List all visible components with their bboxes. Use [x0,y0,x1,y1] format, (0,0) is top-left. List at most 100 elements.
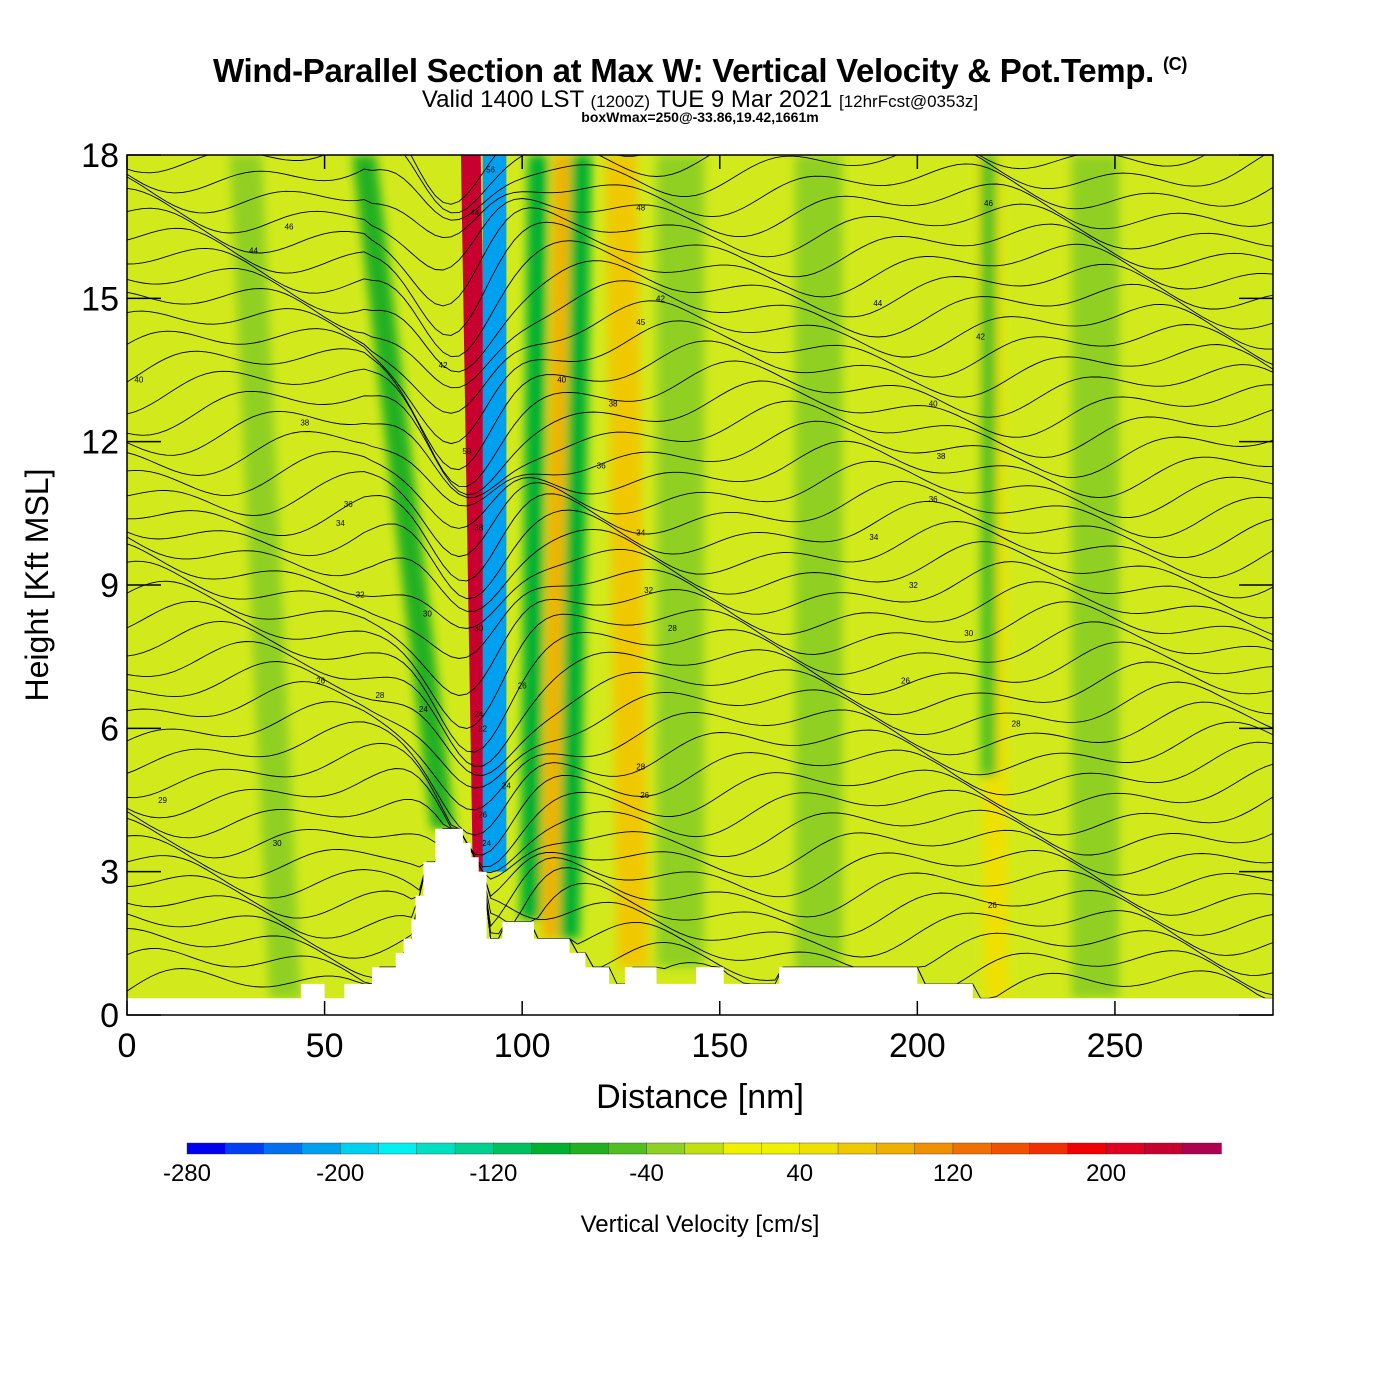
theta-contour-18 [127,600,1273,729]
x-tick-label-3: 150 [691,1027,748,1065]
theta-contour-2 [127,828,1273,978]
theta-contour-38 [127,203,1273,307]
theta-contour-22 [127,521,1273,612]
contour-label-35: 45 [636,318,645,327]
theta-contour-32 [127,320,1273,445]
colorbar-tick-label-4: 40 [786,1160,813,1187]
colorbar-swatch-12 [646,1142,686,1155]
y-tick-label-1: 3 [100,854,119,892]
colorbar-swatch-10 [569,1142,609,1155]
theta-contour-4 [127,828,1273,940]
velocity-band-9 [229,155,301,999]
contour-label-21: 26 [478,810,487,819]
contour-label-11: 46 [285,223,294,232]
theta-contour-8 [127,809,1273,880]
y-tick-label-3: 9 [100,567,119,605]
theta-contour-29 [127,380,1273,496]
theta-contour-20 [127,560,1273,659]
contour-label-25: 40 [557,376,566,385]
theta-contour-35 [127,260,1273,373]
contour-label-47: 26 [988,901,997,910]
contour-label-1: 30 [273,839,282,848]
theta-contour-5 [127,828,1273,940]
x-tick-label-1: 50 [306,1027,344,1065]
contour-label-8: 38 [300,419,309,428]
colorbar-swatch-11 [608,1142,648,1155]
colorbar-swatch-2 [263,1142,303,1155]
contour-label-41: 36 [929,495,938,504]
velocity-band-6 [605,155,649,968]
theta-contour-13 [127,701,1273,811]
theta-contour-14 [127,681,1273,789]
colorbar-swatch-5 [378,1142,418,1155]
theta-contour-30 [127,360,1273,487]
theta-contour-23 [127,500,1273,600]
x-tick-label-5: 250 [1087,1027,1144,1065]
copyright-mark: (C) [1162,54,1188,74]
velocity-band-4 [559,155,592,939]
colorbar-swatch-13 [684,1142,724,1155]
contour-label-28: 34 [636,528,645,537]
theta-contour-33 [127,300,1273,414]
plot-area: 29 30 26 28 24 32 34 36 38 40 44 46 42 30 50 44 56 38 30 24… [126,154,1274,1016]
theta-contour-11 [127,741,1273,856]
forecast-info: [12hrFcst@0353z] [838,92,979,111]
theta-contour-1 [127,828,1273,996]
contour-label-18: 30 [474,624,483,633]
contour-label-19: 24 [474,710,483,719]
colorbar-label: Vertical Velocity [cm/s] [581,1211,820,1238]
contour-label-31: 28 [636,763,645,772]
contour-label-45: 26 [901,677,910,686]
theta-contour-15 [127,661,1273,776]
theta-contour-26 [127,440,1273,529]
colorbar-swatch-7 [454,1142,495,1155]
colorbar-tick-label-3: -40 [629,1160,664,1187]
contour-label-33: 48 [636,204,645,213]
velocity-band-1 [482,155,507,872]
contour-label-9: 40 [134,376,143,385]
colorbar-swatch-1 [225,1142,265,1155]
contour-label-44: 30 [964,629,973,638]
colorbar-swatch-15 [761,1142,801,1155]
colorbar-swatch-8 [493,1142,533,1155]
theta-contour-28 [127,400,1273,498]
colorbar-tick-label-2: -120 [469,1160,517,1187]
contour-label-0: 29 [158,796,167,805]
theta-contour-42 [127,155,1206,214]
velocity-band-8 [980,155,997,777]
theta-contour-19 [127,580,1273,696]
colorbar-tick-label-5: 120 [933,1160,973,1187]
contour-label-17: 38 [474,524,483,533]
theta-contour-6 [127,828,1273,928]
velocity-band-12 [1071,155,1119,999]
colorbar-swatch-23 [1067,1142,1107,1155]
theta-contour-31 [127,340,1273,471]
contour-label-12: 42 [439,361,448,370]
colorbar-swatch-6 [416,1142,456,1155]
theta-contour-7 [127,828,1273,897]
chart-subtitle: Valid 1400 LST (1200Z) TUE 9 Mar 2021 [1… [0,86,1400,114]
contour-label-37: 46 [984,199,993,208]
theta-contour-27 [127,420,1273,507]
contour-label-24: 24 [502,782,511,791]
theta-contour-34 [127,280,1273,389]
theta-contour-0 [127,828,1273,999]
contour-label-16: 56 [486,165,495,174]
y-tick-label-2: 6 [100,710,119,748]
contour-label-5: 32 [356,591,365,600]
valid-date: TUE 9 Mar 2021 [656,86,833,113]
theta-contour-3 [127,828,1273,959]
theta-contour-9 [127,789,1273,874]
colorbar-swatch-19 [914,1142,954,1155]
contour-label-6: 34 [336,519,345,528]
contour-label-36: 44 [873,299,882,308]
y-axis-label: Height [Kft MSL] [19,469,55,702]
theta-contour-16 [127,641,1273,767]
colorbar-swatch-26 [1182,1142,1222,1155]
theta-contour-12 [127,721,1273,836]
contour-label-40: 38 [937,452,946,461]
theta-contour-21 [127,541,1273,629]
chart-title: Wind-Parallel Section at Max W: Vertical… [212,52,1188,89]
theta-contour-39 [127,183,1273,271]
colorbar-tick-label-0: -280 [163,1160,211,1187]
